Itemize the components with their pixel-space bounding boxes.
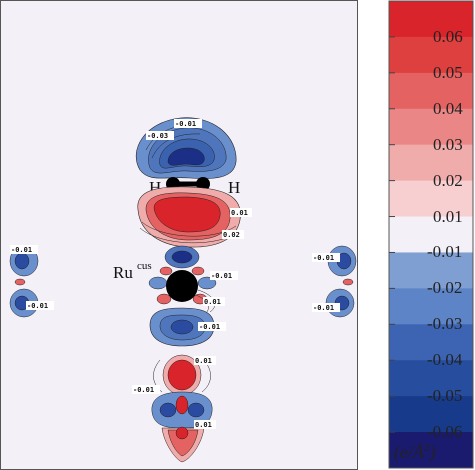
colorbar-frame — [388, 0, 474, 469]
contour-label: -0.01 — [27, 302, 48, 310]
colorbar-tick-label: 0.01 — [433, 206, 463, 226]
contour-label: -0.01 — [175, 120, 196, 128]
ru-upper-negative — [164, 245, 200, 269]
contour-label: -0.01 — [313, 254, 334, 262]
colorbar-tick-label: -0.03 — [427, 314, 463, 334]
ru-atom — [166, 270, 198, 302]
colorbar-tick-label: 0.06 — [433, 26, 463, 46]
ru-lower-negative — [149, 307, 215, 347]
unit-prefix: (e/ — [394, 442, 413, 462]
contour-label: 0.01 — [204, 298, 221, 306]
unit-angstrom: Å — [412, 442, 424, 462]
colorbar-tick-label: 0.03 — [433, 134, 463, 154]
ru-side-lobes — [148, 266, 217, 315]
contour-label: -0.01 — [11, 246, 32, 254]
bond-positive-lobe — [137, 186, 241, 248]
colorbar-segment — [389, 36, 473, 74]
colorbar-unit: (e/Å3) — [394, 442, 435, 463]
contour-label: -0.03 — [147, 132, 168, 140]
top-negative-lobe — [135, 117, 237, 179]
colorbar-tick-label: -0.04 — [427, 350, 463, 370]
colorbar-tick-label: -0.01 — [427, 242, 463, 262]
ru-label: Ru — [113, 263, 133, 282]
colorbar-tick-label: -0.02 — [427, 278, 463, 298]
colorbar-tick-label: 0.02 — [433, 170, 463, 190]
contour-label: 0.01 — [195, 357, 212, 365]
ru-label-superscript: cus — [137, 260, 152, 272]
colorbar-segment — [389, 144, 473, 182]
colorbar-segment — [389, 288, 473, 325]
colorbar-tick-label: -0.06 — [427, 422, 463, 442]
colorbar-tick-label: 0.04 — [433, 98, 463, 118]
contour-label: -0.01 — [199, 323, 220, 331]
colorbar-segment — [389, 360, 473, 397]
h-right-label: H — [228, 178, 240, 197]
unit-suffix: ) — [429, 442, 436, 462]
bottom-lobes — [151, 391, 213, 463]
colorbar — [388, 0, 474, 469]
contour-label: -0.01 — [211, 272, 232, 280]
colorbar-tick-label: -0.05 — [427, 386, 463, 406]
colorbar-segment — [389, 252, 473, 289]
colorbar-segment — [389, 432, 473, 469]
contour-label: 0.02 — [223, 231, 240, 239]
contour-labels: -0.01 -0.03 0.01 0.02 -0.01 -0.01 -0.01 … — [10, 119, 340, 429]
colorbar-tick-label: 0.05 — [433, 62, 463, 82]
colorbar-segment — [389, 216, 473, 253]
colorbar-segment — [389, 396, 473, 433]
colorbar-segment — [389, 72, 473, 110]
colorbar-segment — [389, 1, 473, 38]
contour-label: -0.01 — [133, 386, 154, 394]
lower-positive-lobe — [153, 354, 211, 396]
unit-exponent: 3 — [423, 442, 430, 454]
contour-label: 0.01 — [231, 209, 248, 217]
contour-label: -0.01 — [313, 304, 334, 312]
colorbar-segment — [389, 180, 473, 218]
contour-label: 0.01 — [195, 421, 212, 429]
colorbar-segment — [389, 324, 473, 361]
colorbar-segment — [389, 108, 473, 146]
